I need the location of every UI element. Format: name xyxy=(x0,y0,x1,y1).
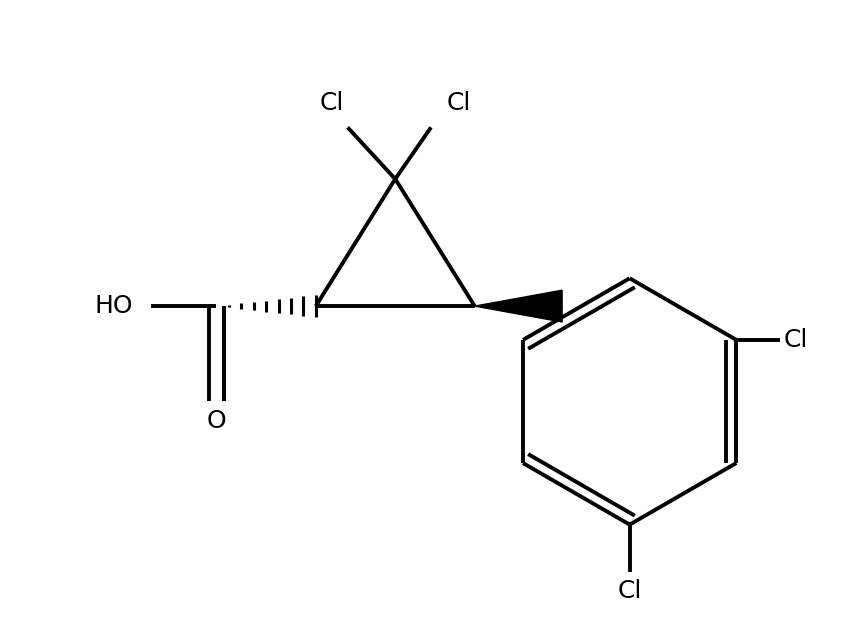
Text: Cl: Cl xyxy=(616,579,641,603)
Text: Cl: Cl xyxy=(783,328,807,352)
Text: Cl: Cl xyxy=(446,91,470,115)
Text: Cl: Cl xyxy=(319,91,344,115)
Text: O: O xyxy=(207,410,226,433)
Polygon shape xyxy=(474,290,561,322)
Text: HO: HO xyxy=(95,294,133,318)
